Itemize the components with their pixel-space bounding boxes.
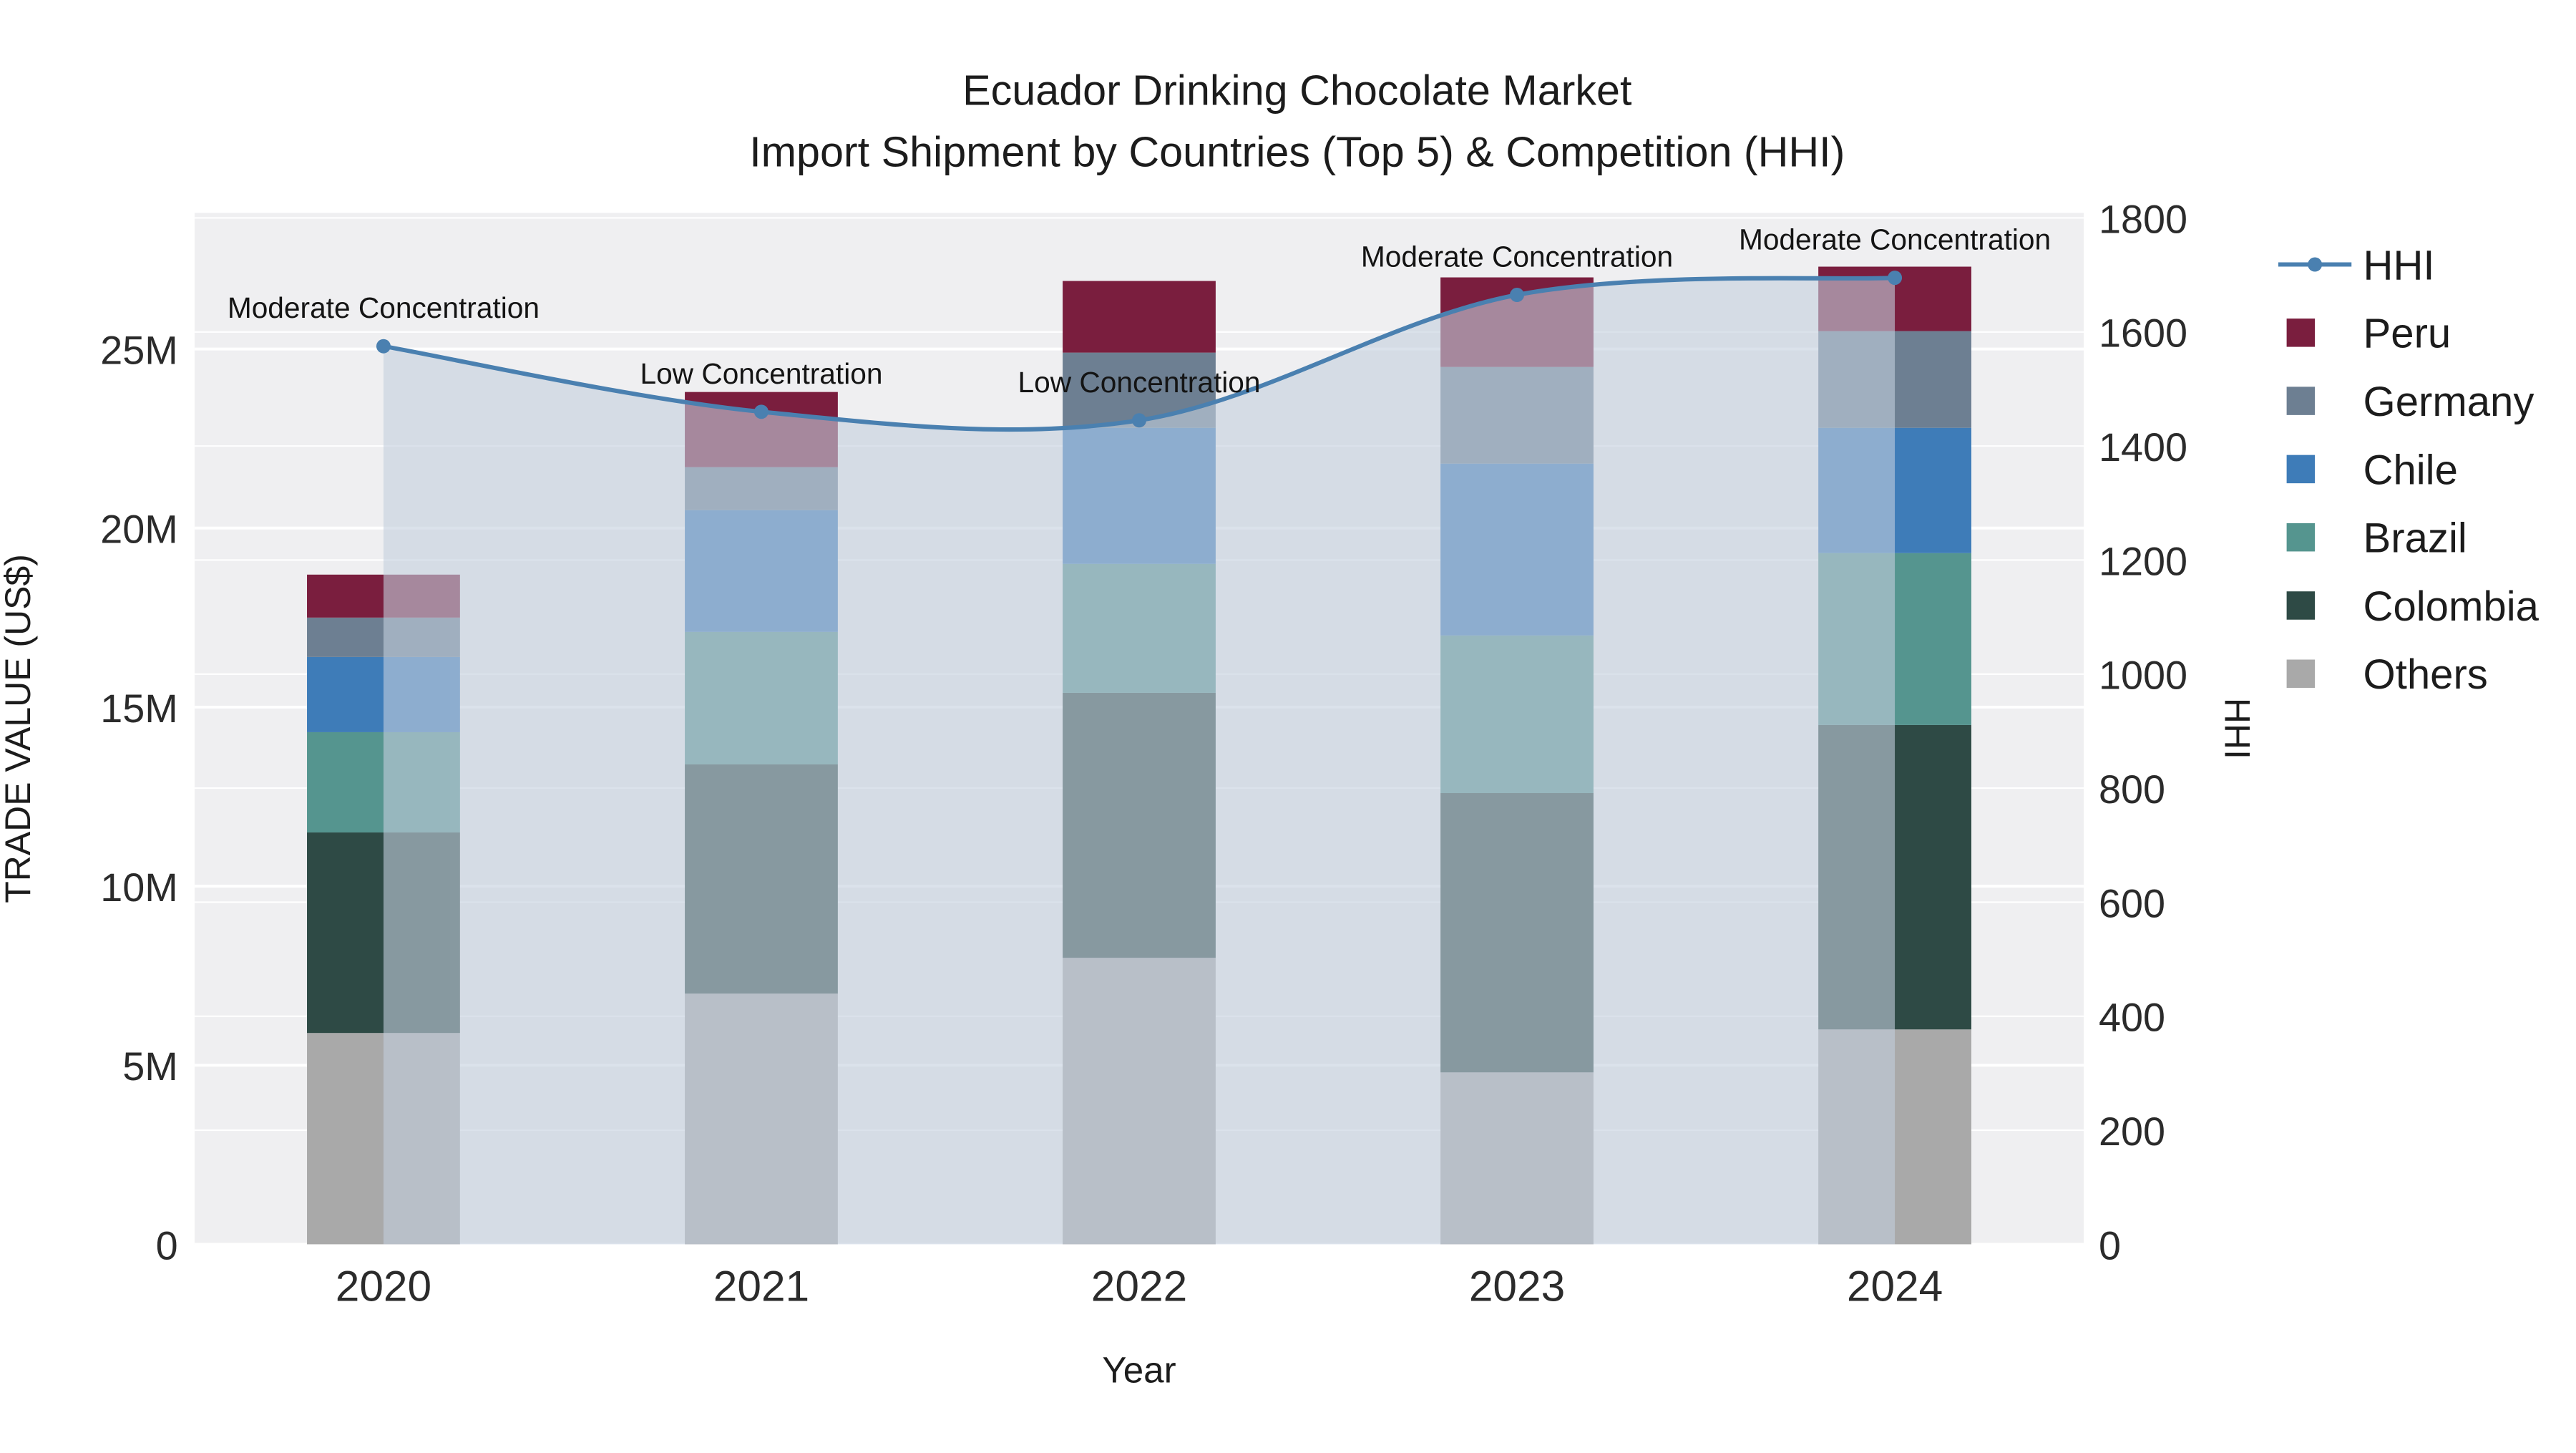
y-left-tick: 15M [100, 686, 177, 731]
hhi-marker-2020 [376, 339, 391, 354]
legend-label-others: Others [2363, 651, 2488, 698]
hhi-marker-2023 [1510, 288, 1525, 302]
legend: HHI Peru Germany Chile Brazil Colombia Others [2278, 242, 2540, 698]
x-tick-2020: 2020 [336, 1261, 431, 1310]
y-left-tick: 10M [100, 865, 177, 910]
bar-segment-peru-2022 [1063, 281, 1216, 353]
x-tick-labels: 2020 2021 2022 2023 2024 [336, 1261, 1943, 1310]
legend-label-hhi: HHI [2363, 242, 2435, 288]
annotation-2024: Moderate Concentration [1739, 223, 2051, 256]
y-right-tick: 1600 [2099, 311, 2187, 356]
hhi-area-fill [383, 278, 1896, 1245]
legend-swatch-brazil [2286, 523, 2316, 552]
y-left-tick: 5M [122, 1044, 177, 1089]
legend-item-brazil[interactable]: Brazil [2286, 515, 2467, 562]
y-right-tick: 200 [2099, 1109, 2165, 1154]
legend-swatch-peru [2286, 319, 2316, 347]
hhi-markers-group [376, 271, 1903, 428]
annotation-2021: Low Concentration [640, 357, 882, 390]
annotation-2020: Moderate Concentration [228, 291, 540, 324]
chart-subtitle: Import Shipment by Countries (Top 5) & C… [749, 127, 1845, 175]
annotation-2023: Moderate Concentration [1361, 240, 1673, 273]
y-right-tick: 1800 [2099, 197, 2187, 241]
legend-item-germany[interactable]: Germany [2286, 379, 2534, 425]
y-right-axis-title: HHI [2218, 698, 2258, 759]
legend-item-chile[interactable]: Chile [2286, 447, 2458, 493]
x-tick-2021: 2021 [713, 1261, 809, 1310]
y-right-tick: 1400 [2099, 425, 2187, 470]
hhi-marker-2021 [753, 404, 769, 419]
legend-swatch-colombia [2286, 591, 2316, 620]
hhi-marker-2024 [1888, 271, 1903, 286]
chart-title: Ecuador Drinking Chocolate Market [962, 66, 1632, 114]
legend-swatch-germany [2286, 387, 2316, 415]
legend-item-colombia[interactable]: Colombia [2286, 583, 2540, 630]
y-left-tick: 25M [100, 329, 177, 373]
legend-swatch-chile [2286, 455, 2316, 484]
y-right-tick: 1200 [2099, 539, 2187, 583]
legend-label-peru: Peru [2363, 311, 2451, 357]
annotations-group: Moderate Concentration Low Concentration L… [228, 223, 2051, 399]
legend-item-hhi[interactable]: HHI [2278, 242, 2435, 288]
legend-label-colombia: Colombia [2363, 583, 2540, 630]
y-right-tick: 600 [2099, 881, 2165, 925]
legend-item-peru[interactable]: Peru [2286, 311, 2451, 357]
y-left-tick-labels: 0 5M 10M 15M 20M 25M [100, 329, 177, 1268]
y-left-tick: 20M [100, 507, 177, 552]
x-tick-2024: 2024 [1847, 1261, 1943, 1310]
x-tick-2022: 2022 [1091, 1261, 1187, 1310]
y-left-axis-title: TRADE VALUE (US$) [0, 554, 38, 903]
y-left-tick: 0 [156, 1223, 178, 1268]
legend-item-others[interactable]: Others [2286, 651, 2488, 698]
legend-label-brazil: Brazil [2363, 515, 2467, 562]
annotation-2022: Low Concentration [1018, 366, 1260, 399]
y-right-tick: 1000 [2099, 653, 2187, 698]
legend-swatch-others [2286, 659, 2316, 689]
legend-label-chile: Chile [2363, 447, 2458, 493]
legend-label-germany: Germany [2363, 379, 2534, 425]
x-tick-2023: 2023 [1469, 1261, 1565, 1310]
legend-line-marker [2308, 257, 2323, 272]
y-right-tick: 800 [2099, 767, 2165, 812]
y-right-tick-labels: 0 200 400 600 800 1000 1200 1400 1600 1800 [2099, 197, 2187, 1268]
hhi-marker-2022 [1132, 413, 1146, 428]
x-axis-title: Year [1102, 1349, 1176, 1390]
y-right-tick: 400 [2099, 996, 2165, 1040]
y-right-tick: 0 [2099, 1223, 2121, 1268]
